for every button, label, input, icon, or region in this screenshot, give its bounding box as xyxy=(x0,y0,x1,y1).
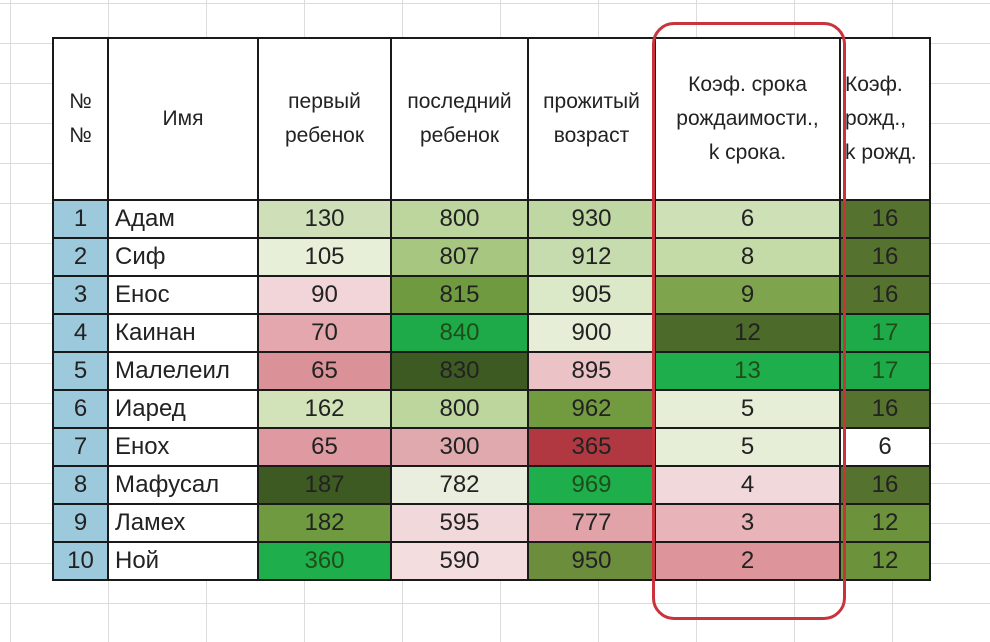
table-row: 3 Енос 90 815 905 9 16 xyxy=(52,275,931,315)
cell-coef2[interactable]: 12 xyxy=(839,541,931,581)
cell-first[interactable]: 70 xyxy=(257,313,392,353)
header-label: Имя xyxy=(162,107,204,130)
cell-last[interactable]: 590 xyxy=(390,541,529,581)
cell-coef2[interactable]: 17 xyxy=(839,313,931,353)
header-cell-coef2[interactable]: Коэф. рожд., k рожд. xyxy=(839,37,931,201)
cell-name[interactable]: Сиф xyxy=(107,237,259,277)
cell-coef[interactable]: 13 xyxy=(654,351,841,391)
table-row: 5 Малелеил 65 830 895 13 17 xyxy=(52,351,931,391)
cell-last[interactable]: 800 xyxy=(390,389,529,429)
cell-last[interactable]: 840 xyxy=(390,313,529,353)
cell-last[interactable]: 815 xyxy=(390,275,529,315)
cell-coef2[interactable]: 12 xyxy=(839,503,931,543)
cell-name[interactable]: Мафусал xyxy=(107,465,259,505)
cell-coef2[interactable]: 17 xyxy=(839,351,931,391)
header-cell-num[interactable]: № № xyxy=(52,37,109,201)
cell-name[interactable]: Адам xyxy=(107,199,259,239)
cell-coef2[interactable]: 6 xyxy=(839,427,931,467)
cell-coef[interactable]: 2 xyxy=(654,541,841,581)
header-label: Коэф. срока рождаимости., k срока. xyxy=(676,73,819,164)
table-row: 10 Ной 360 590 950 2 12 xyxy=(52,541,931,581)
cell-num[interactable]: 10 xyxy=(52,541,109,581)
cell-age[interactable]: 912 xyxy=(527,237,656,277)
cell-num[interactable]: 4 xyxy=(52,313,109,353)
cell-num[interactable]: 6 xyxy=(52,389,109,429)
cell-name[interactable]: Енос xyxy=(107,275,259,315)
cell-first[interactable]: 187 xyxy=(257,465,392,505)
cell-coef2[interactable]: 16 xyxy=(839,389,931,429)
table-row: 8 Мафусал 187 782 969 4 16 xyxy=(52,465,931,505)
cell-name[interactable]: Малелеил xyxy=(107,351,259,391)
cell-name[interactable]: Ламех xyxy=(107,503,259,543)
header-cell-first[interactable]: первый ребенок xyxy=(257,37,392,201)
table-row: 6 Иаред 162 800 962 5 16 xyxy=(52,389,931,429)
header-label: прожитый возраст xyxy=(543,90,640,147)
cell-num[interactable]: 5 xyxy=(52,351,109,391)
table-row: 9 Ламех 182 595 777 3 12 xyxy=(52,503,931,543)
cell-first[interactable]: 182 xyxy=(257,503,392,543)
data-table: № № Имя первый ребенок последний ребенок… xyxy=(52,37,931,581)
cell-coef[interactable]: 5 xyxy=(654,389,841,429)
cell-coef[interactable]: 3 xyxy=(654,503,841,543)
cell-coef[interactable]: 5 xyxy=(654,427,841,467)
cell-first[interactable]: 105 xyxy=(257,237,392,277)
cell-age[interactable]: 365 xyxy=(527,427,656,467)
cell-first[interactable]: 90 xyxy=(257,275,392,315)
header-cell-age[interactable]: прожитый возраст xyxy=(527,37,656,201)
cell-age[interactable]: 777 xyxy=(527,503,656,543)
cell-name[interactable]: Иаред xyxy=(107,389,259,429)
cell-name[interactable]: Каинан xyxy=(107,313,259,353)
cell-age[interactable]: 969 xyxy=(527,465,656,505)
cell-num[interactable]: 1 xyxy=(52,199,109,239)
header-label: Коэф. рожд., k рожд. xyxy=(845,73,917,164)
cell-coef[interactable]: 4 xyxy=(654,465,841,505)
cell-coef2[interactable]: 16 xyxy=(839,465,931,505)
cell-last[interactable]: 782 xyxy=(390,465,529,505)
table-row: 4 Каинан 70 840 900 12 17 xyxy=(52,313,931,353)
cell-first[interactable]: 360 xyxy=(257,541,392,581)
cell-last[interactable]: 595 xyxy=(390,503,529,543)
cell-last[interactable]: 830 xyxy=(390,351,529,391)
cell-num[interactable]: 2 xyxy=(52,237,109,277)
cell-coef[interactable]: 9 xyxy=(654,275,841,315)
header-row: № № Имя первый ребенок последний ребенок… xyxy=(52,37,931,201)
cell-num[interactable]: 3 xyxy=(52,275,109,315)
cell-first[interactable]: 162 xyxy=(257,389,392,429)
cell-num[interactable]: 7 xyxy=(52,427,109,467)
cell-name[interactable]: Ной xyxy=(107,541,259,581)
cell-coef2[interactable]: 16 xyxy=(839,199,931,239)
header-label: № № xyxy=(69,90,92,147)
cell-last[interactable]: 300 xyxy=(390,427,529,467)
cell-coef[interactable]: 6 xyxy=(654,199,841,239)
cell-coef[interactable]: 12 xyxy=(654,313,841,353)
cell-coef[interactable]: 8 xyxy=(654,237,841,277)
cell-age[interactable]: 905 xyxy=(527,275,656,315)
cell-first[interactable]: 65 xyxy=(257,427,392,467)
table-row: 7 Енох 65 300 365 5 6 xyxy=(52,427,931,467)
table-row: 1 Адам 130 800 930 6 16 xyxy=(52,199,931,239)
header-cell-coef[interactable]: Коэф. срока рождаимости., k срока. xyxy=(654,37,841,201)
cell-age[interactable]: 900 xyxy=(527,313,656,353)
cell-age[interactable]: 962 xyxy=(527,389,656,429)
header-label: последний ребенок xyxy=(407,90,512,147)
cell-num[interactable]: 9 xyxy=(52,503,109,543)
table-row: 2 Сиф 105 807 912 8 16 xyxy=(52,237,931,277)
header-cell-last[interactable]: последний ребенок xyxy=(390,37,529,201)
cell-num[interactable]: 8 xyxy=(52,465,109,505)
cell-age[interactable]: 930 xyxy=(527,199,656,239)
cell-name[interactable]: Енох xyxy=(107,427,259,467)
cell-first[interactable]: 65 xyxy=(257,351,392,391)
cell-age[interactable]: 895 xyxy=(527,351,656,391)
cell-last[interactable]: 807 xyxy=(390,237,529,277)
cell-coef2[interactable]: 16 xyxy=(839,237,931,277)
cell-age[interactable]: 950 xyxy=(527,541,656,581)
cell-coef2[interactable]: 16 xyxy=(839,275,931,315)
table-body: 1 Адам 130 800 930 6 16 2 Сиф 105 807 912 8 16 3 Енос 90… xyxy=(52,199,931,581)
cell-last[interactable]: 800 xyxy=(390,199,529,239)
header-label: первый ребенок xyxy=(284,90,365,147)
cell-first[interactable]: 130 xyxy=(257,199,392,239)
header-cell-name[interactable]: Имя xyxy=(107,37,259,201)
